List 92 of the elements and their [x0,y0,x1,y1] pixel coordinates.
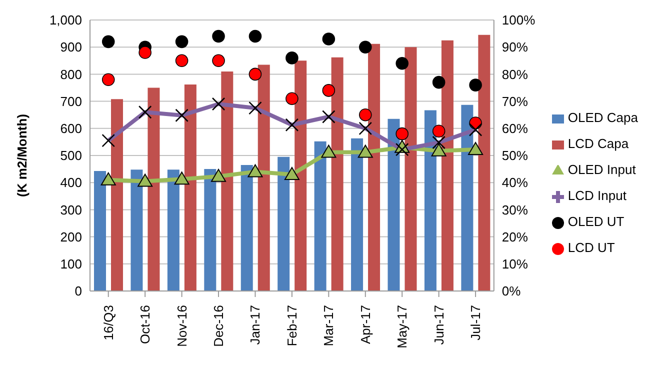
point [248,68,262,81]
bar [148,88,160,291]
y-tick-label: 900 [60,40,82,55]
point [431,143,446,156]
point [100,172,116,186]
legend-label: OLED Capa [568,110,638,125]
point [284,166,300,180]
x-tick-label: Jul-17 [468,305,484,340]
point [248,164,263,178]
y-tick-label: 800 [60,66,82,82]
y-tick-label: 200 [60,229,82,244]
y-tick-label: 0 [74,284,82,299]
point [102,35,115,48]
y-tick-label: 100 [60,256,82,272]
y2-tick-label: 10% [502,256,528,272]
point [322,84,336,97]
point [321,144,336,158]
x-tick-label: Nov-16 [174,305,190,347]
point [322,32,336,46]
point [248,30,262,43]
bar [331,57,344,291]
bar [478,34,490,291]
bar [240,164,253,291]
point [358,144,373,158]
bar [221,71,234,291]
y-tick-label: 300 [60,202,82,218]
point [468,142,484,156]
bar [441,40,454,291]
bar [351,138,364,291]
x-tick-label: Dec-16 [211,305,226,347]
point [432,124,446,138]
y2-tick-label: 0% [502,284,522,299]
legend-label: LCD Input [568,188,626,203]
x-tick-label: Feb-17 [284,305,300,346]
y2-tick-label: 80% [502,66,528,82]
point [358,108,372,122]
legend-label: OLED Input [568,162,636,177]
bar [368,44,380,291]
y-tick-label: 500 [60,148,82,164]
y-tick-label: 700 [60,94,82,109]
y2-tick-label: 90% [502,40,528,55]
bar [278,156,290,291]
point [286,92,298,105]
x-tick-label: Apr-17 [358,305,373,344]
bar [204,169,216,291]
bar [461,104,474,291]
x-tick-label: Mar-17 [321,305,336,346]
y2-tick-label: 60% [502,121,528,136]
legend-label: OLED UT [568,214,624,229]
point [469,78,482,92]
y2-tick-label: 40% [502,175,528,190]
point [211,168,226,182]
bar [111,99,123,291]
legend-label: LCD Capa [568,136,629,151]
point [138,174,153,187]
point [396,56,409,70]
bar [258,64,270,291]
x-tick-label: Oct-16 [138,305,153,344]
point [138,46,152,59]
y2-tick-label: 20% [502,229,528,244]
y-tick-label: 1,000 [49,12,82,28]
point [212,30,225,43]
point [102,73,115,86]
y2-tick-label: 30% [502,202,528,218]
bar [388,118,400,291]
y-tick-label: 600 [60,121,82,136]
x-tick-label: May-17 [394,305,410,348]
point [212,54,225,68]
point [174,172,190,185]
point [396,127,409,140]
bar [294,60,307,291]
bar [404,47,417,291]
y2-tick-label: 70% [502,94,528,109]
y2-tick-label: 100% [502,12,536,28]
x-tick-label: Jan-17 [248,305,263,345]
bar [94,170,106,291]
bar [424,110,436,291]
point [432,76,446,89]
y2-tick-label: 50% [502,148,528,164]
legend-label: LCD UT [568,240,615,255]
bar [314,141,326,291]
point [286,52,298,64]
point [358,40,372,54]
x-tick-label: Jun-17 [431,305,446,345]
bar [130,170,143,291]
point [175,54,188,68]
point [175,35,188,48]
y-tick-label: 400 [60,175,82,190]
y-axis-title: (K m2/Month) [14,114,30,198]
bar [167,170,180,291]
bar [184,84,196,291]
x-tick-label: 16/Q3 [100,305,116,340]
